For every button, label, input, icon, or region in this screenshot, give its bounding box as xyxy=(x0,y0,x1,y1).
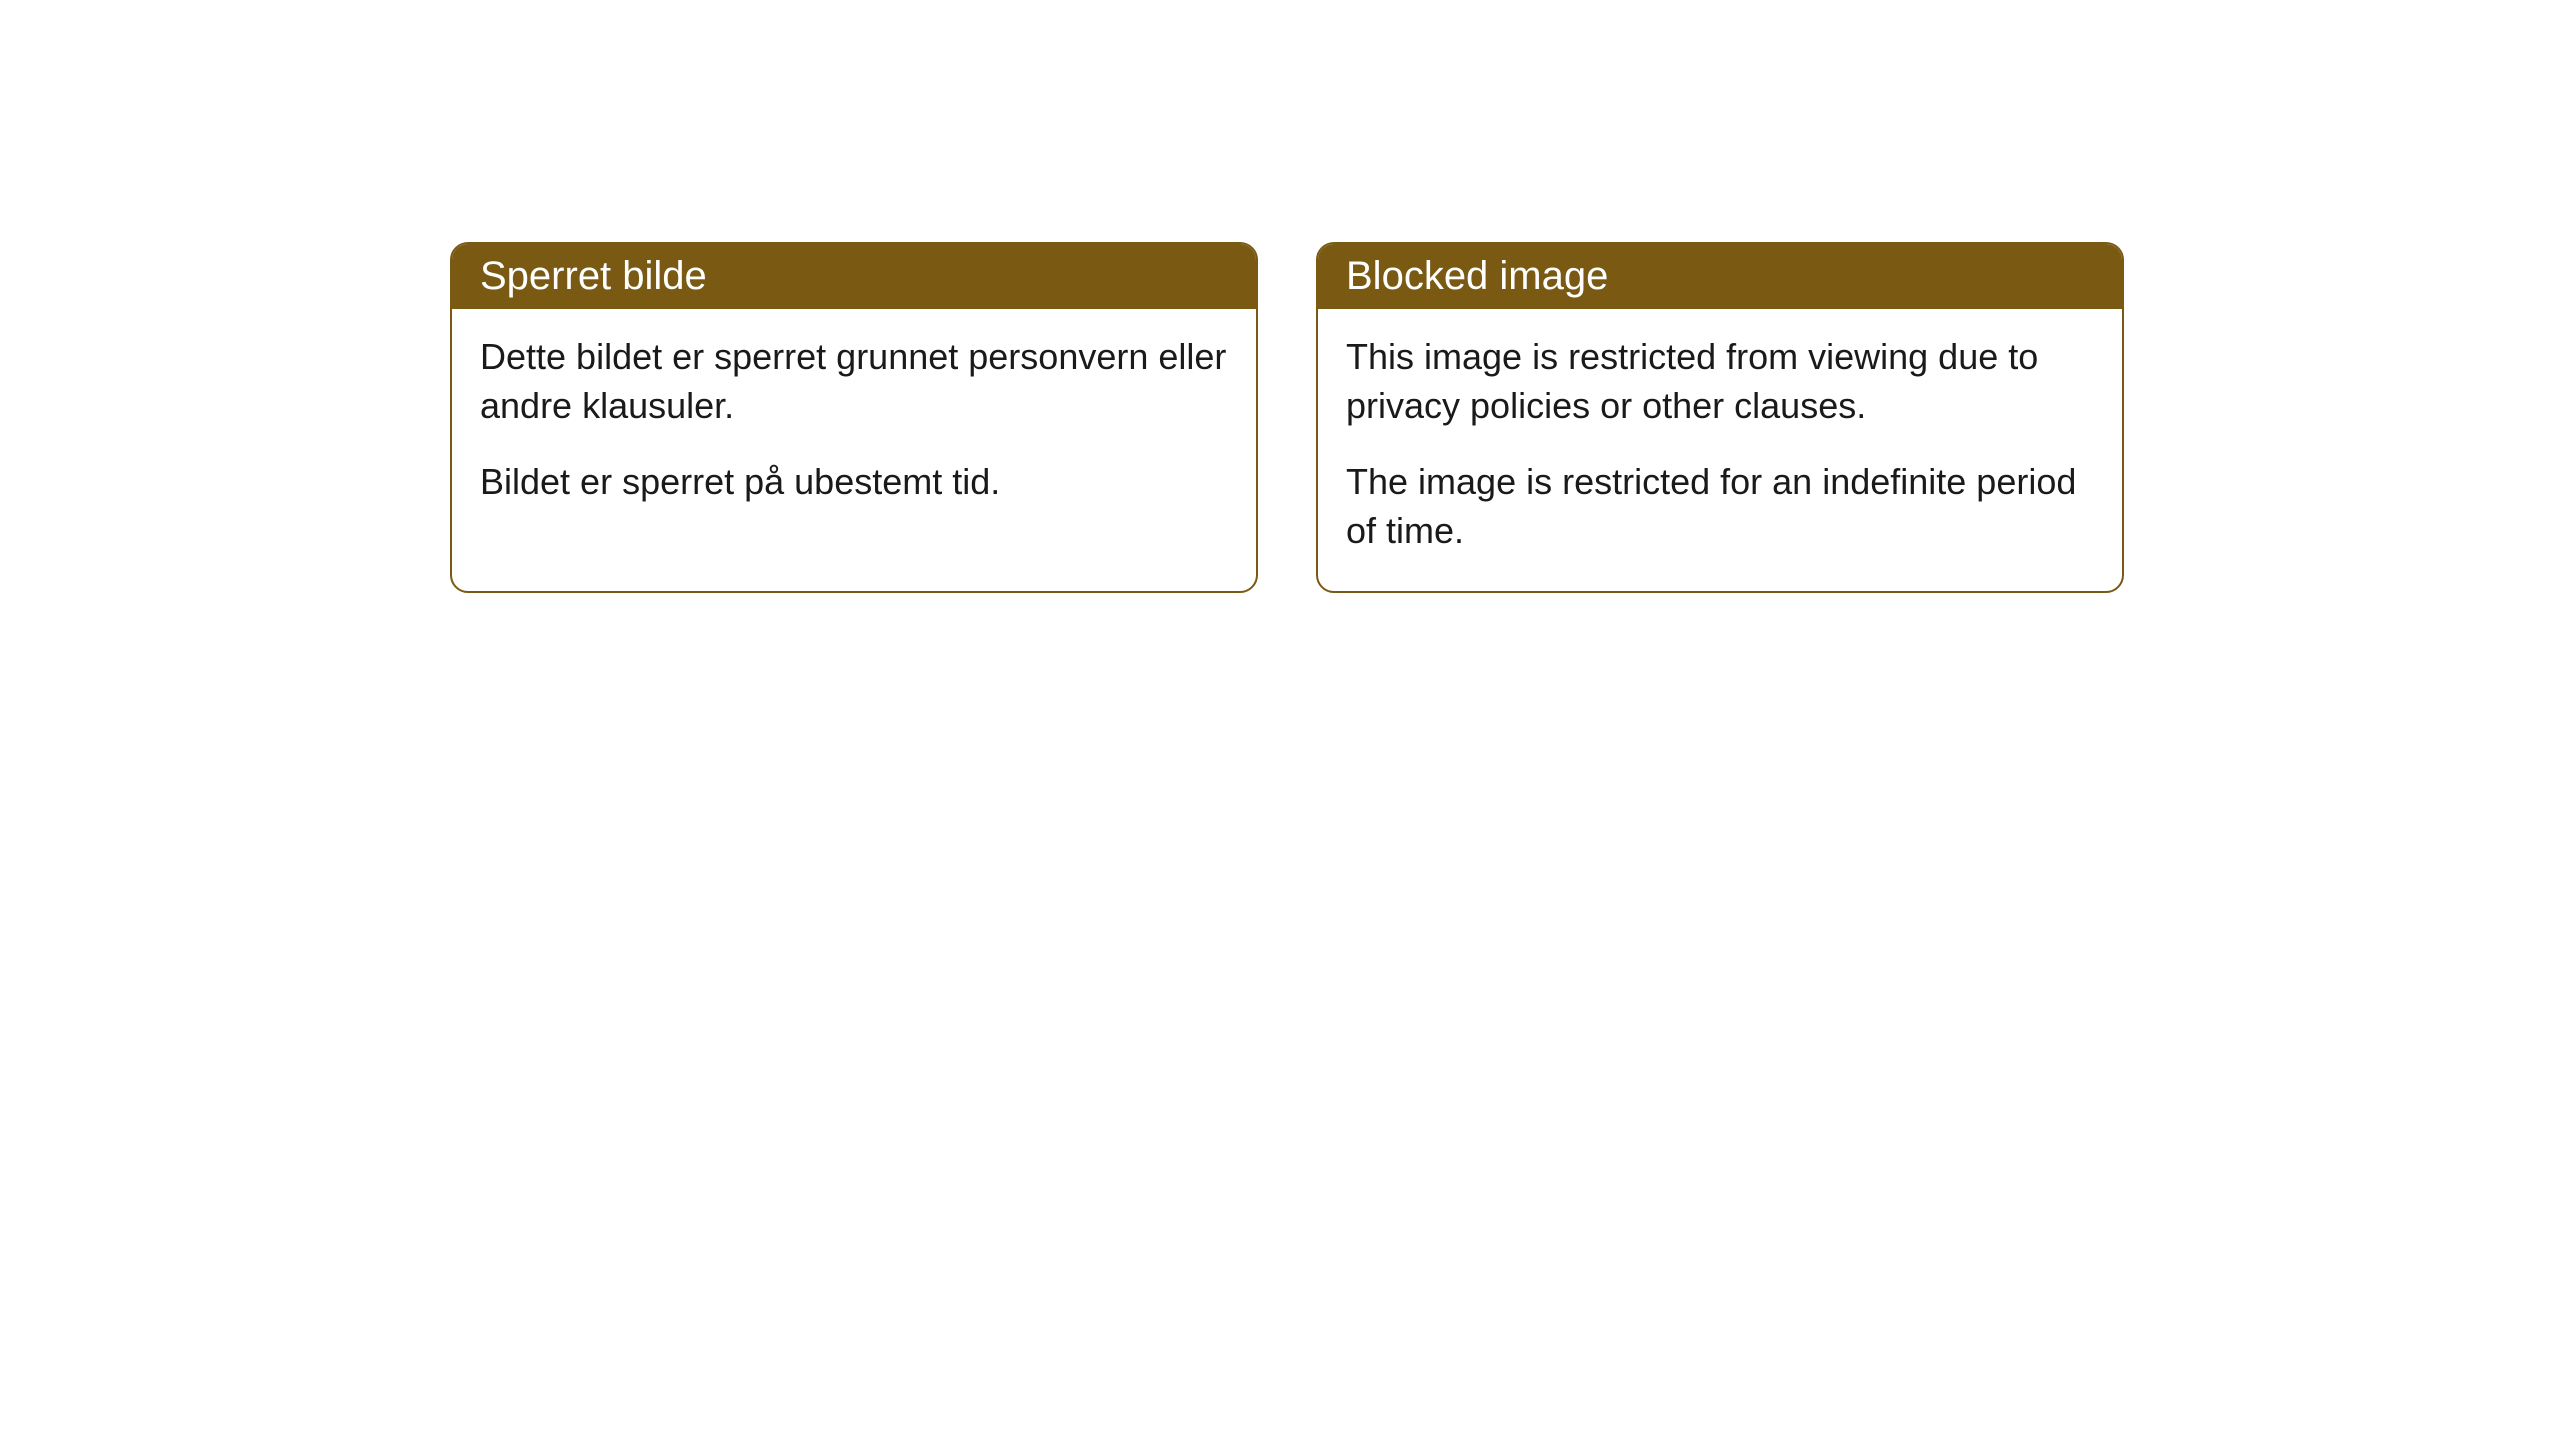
card-title-norwegian: Sperret bilde xyxy=(480,254,707,298)
notice-card-norwegian: Sperret bilde Dette bildet er sperret gr… xyxy=(450,242,1258,593)
card-title-english: Blocked image xyxy=(1346,254,1608,298)
card-paragraph-2-norwegian: Bildet er sperret på ubestemt tid. xyxy=(480,458,1228,507)
notice-card-english: Blocked image This image is restricted f… xyxy=(1316,242,2124,593)
card-paragraph-2-english: The image is restricted for an indefinit… xyxy=(1346,458,2094,555)
card-header-norwegian: Sperret bilde xyxy=(452,244,1256,309)
card-body-norwegian: Dette bildet er sperret grunnet personve… xyxy=(452,309,1256,543)
card-body-english: This image is restricted from viewing du… xyxy=(1318,309,2122,591)
card-header-english: Blocked image xyxy=(1318,244,2122,309)
notice-cards-container: Sperret bilde Dette bildet er sperret gr… xyxy=(450,242,2124,593)
card-paragraph-1-english: This image is restricted from viewing du… xyxy=(1346,333,2094,430)
card-paragraph-1-norwegian: Dette bildet er sperret grunnet personve… xyxy=(480,333,1228,430)
